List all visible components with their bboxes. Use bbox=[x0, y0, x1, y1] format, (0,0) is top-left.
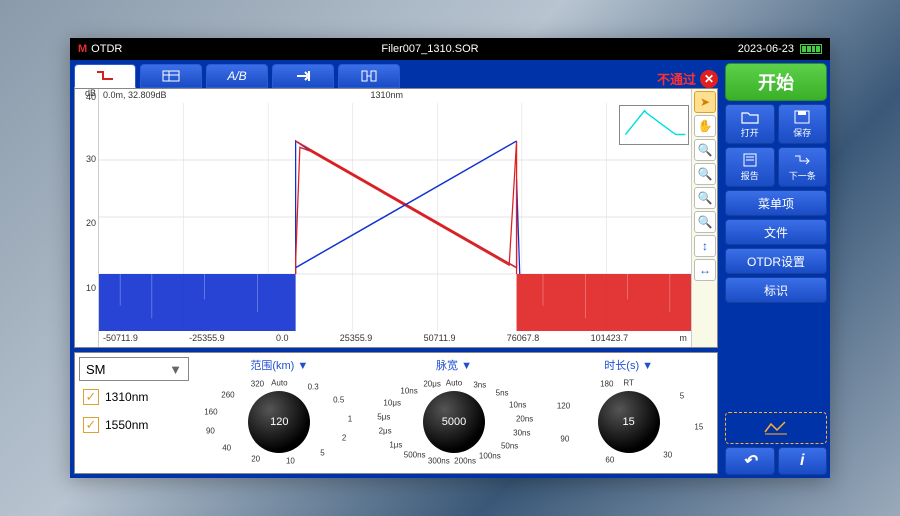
settings-panel: SM▼ ✓ 1310nm ✓ 1550nm 范围(km) ▼ 120Auto0.… bbox=[74, 352, 718, 474]
tab-marker[interactable] bbox=[272, 64, 334, 88]
top-bar: M OTDR Filer007_1310.SOR 2023-06-23 bbox=[70, 38, 830, 60]
status-badge: 不通过 ✕ bbox=[657, 69, 718, 88]
x-axis: -50711.9 -25355.9 0.0 25355.9 50711.9 76… bbox=[99, 331, 691, 347]
tab-trace[interactable] bbox=[74, 64, 136, 88]
next-button[interactable]: 下一条 bbox=[778, 147, 828, 187]
chart-tools: ➤ ✋ 🔍 🔍 🔍 🔍 ↕ ↔ bbox=[691, 89, 717, 347]
report-button[interactable]: 报告 bbox=[725, 147, 775, 187]
wavelength-1550[interactable]: ✓ 1550nm bbox=[79, 413, 189, 437]
tool-zoom-in[interactable]: 🔍 bbox=[694, 139, 716, 161]
tool-varrow[interactable]: ↔ bbox=[694, 259, 716, 281]
menu-items-button[interactable]: 菜单项 bbox=[725, 190, 827, 216]
tab-link[interactable] bbox=[338, 64, 400, 88]
check-icon: ✓ bbox=[83, 417, 99, 433]
menu-otdr-settings-button[interactable]: OTDR设置 bbox=[725, 248, 827, 274]
dial-pulse[interactable]: 脉宽 ▼ 5000Auto3ns5ns10ns20ns30ns50ns100ns… bbox=[370, 357, 539, 469]
save-button[interactable]: 保存 bbox=[778, 104, 828, 144]
date-label: 2023-06-23 bbox=[738, 43, 794, 55]
tool-zoom-reset[interactable]: 🔍 bbox=[694, 211, 716, 233]
tool-zoom-out[interactable]: 🔍 bbox=[694, 163, 716, 185]
menu-file-button[interactable]: 文件 bbox=[725, 219, 827, 245]
right-panel: 开始 打开 保存 报告 下一条 bbox=[722, 60, 830, 478]
open-button[interactable]: 打开 bbox=[725, 104, 775, 144]
status-text: 不通过 bbox=[657, 69, 696, 88]
back-button[interactable]: ↶ bbox=[725, 447, 775, 475]
brand-logo: M bbox=[78, 43, 87, 55]
tab-ab[interactable]: A/B bbox=[206, 64, 268, 88]
start-button[interactable]: 开始 bbox=[725, 63, 827, 101]
brand-title: OTDR bbox=[91, 43, 122, 55]
tool-hand[interactable]: ✋ bbox=[694, 115, 716, 137]
trace-chart[interactable] bbox=[99, 103, 691, 331]
menu-marker-button[interactable]: 标识 bbox=[725, 277, 827, 303]
dial-time[interactable]: 时长(s) ▼ 15RT515306090120180 bbox=[544, 357, 713, 469]
cursor-info: 0.0m, 32.809dB bbox=[103, 90, 167, 102]
filename-label: Filer007_1310.SOR bbox=[122, 43, 737, 55]
analyze-button[interactable] bbox=[725, 412, 827, 444]
info-button[interactable]: i bbox=[778, 447, 828, 475]
chart-area: dB 40 30 20 10 0.0m, 32.809dB 1310nm bbox=[74, 88, 718, 348]
wavelength-label: 1310nm bbox=[167, 90, 607, 102]
mode-select[interactable]: SM▼ bbox=[79, 357, 189, 381]
wavelength-1310[interactable]: ✓ 1310nm bbox=[79, 385, 189, 409]
check-icon: ✓ bbox=[83, 389, 99, 405]
y-axis: dB 40 30 20 10 bbox=[75, 89, 99, 347]
battery-icon bbox=[800, 44, 822, 54]
chart-thumbnail[interactable] bbox=[619, 105, 689, 145]
tab-bar: A/B 不通过 ✕ bbox=[70, 60, 722, 88]
tool-harrow[interactable]: ↕ bbox=[694, 235, 716, 257]
status-fail-icon: ✕ bbox=[700, 70, 718, 88]
tool-pointer[interactable]: ➤ bbox=[694, 91, 716, 113]
tool-zoom-fit[interactable]: 🔍 bbox=[694, 187, 716, 209]
dial-range[interactable]: 范围(km) ▼ 120Auto0.30.5125102040901602603… bbox=[195, 357, 364, 469]
tab-events[interactable] bbox=[140, 64, 202, 88]
